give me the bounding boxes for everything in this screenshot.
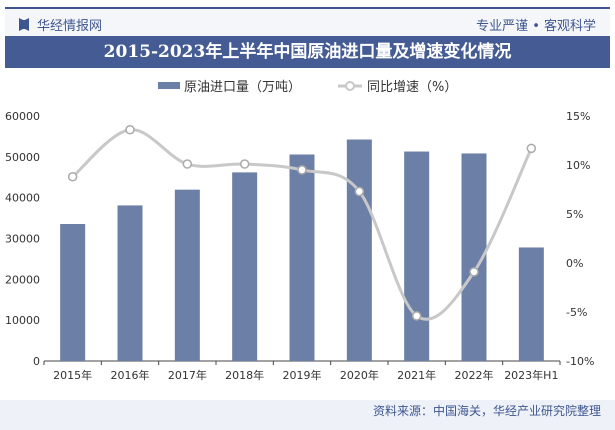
brand-name: 华经情报网 xyxy=(37,19,103,34)
growth-point-1 xyxy=(125,124,135,135)
growth-point-0 xyxy=(67,172,78,182)
growth-point-3 xyxy=(239,159,250,169)
source-note: 资料来源：中国海关，华经产业研究院整理 xyxy=(0,400,615,430)
left-tick-label: 20000 xyxy=(5,273,40,286)
bar-1 xyxy=(117,205,143,361)
left-tick-label: 60000 xyxy=(5,110,40,123)
left-tick-label: 10000 xyxy=(5,314,40,327)
bar-4 xyxy=(289,154,315,361)
x-tick-label: 2021年 xyxy=(397,368,436,382)
bar-5 xyxy=(346,139,372,361)
legend-bar-label: 原油进口量（万吨） xyxy=(184,80,301,95)
x-tick-label: 2017年 xyxy=(168,368,207,382)
brand-logo: 华经情报网 xyxy=(19,15,102,34)
right-tick-label: 5% xyxy=(566,208,583,221)
left-tick-label: 40000 xyxy=(5,192,40,205)
left-tick-label: 30000 xyxy=(5,233,40,246)
x-tick-label: 2015年 xyxy=(53,368,92,382)
x-tick-label: 2016年 xyxy=(111,368,150,382)
chart-title: 2015-2023年上半年中国原油进口量及增速变化情况 xyxy=(5,36,610,68)
left-tick-label: 50000 xyxy=(5,151,40,164)
legend-line-marker xyxy=(345,81,355,91)
slogan: 专业严谨 • 客观科学 xyxy=(476,19,596,34)
top-rule xyxy=(5,7,610,9)
bar-8 xyxy=(518,247,544,361)
growth-point-5 xyxy=(354,186,365,197)
bar-6 xyxy=(404,151,430,361)
right-tick-label: 0% xyxy=(566,257,583,270)
x-tick-label: 2023年H1 xyxy=(504,368,558,382)
x-tick-label: 2022年 xyxy=(455,368,494,382)
left-tick-label: 0 xyxy=(33,355,40,368)
right-tick-label: -5% xyxy=(566,306,587,319)
x-tick-label: 2020年 xyxy=(340,368,379,382)
growth-point-6 xyxy=(411,311,422,321)
bar-3 xyxy=(232,172,258,361)
chart: 原油进口量（万吨） 同比增速（%） 0 10000 20000 30000 40000 500… xyxy=(5,80,594,382)
growth-point-8 xyxy=(526,143,537,154)
x-tick-label: 2019年 xyxy=(283,368,322,382)
growth-point-2 xyxy=(182,159,193,169)
x-tick-label: 2018年 xyxy=(225,368,264,382)
legend-bar-swatch xyxy=(158,82,180,89)
right-tick-label: 15% xyxy=(566,110,590,123)
bar-0 xyxy=(60,224,86,361)
growth-point-4 xyxy=(297,165,307,175)
header-bar: 华经情报网 专业严谨 • 客观科学 xyxy=(5,9,610,36)
bar-2 xyxy=(174,189,200,361)
right-tick-label: 10% xyxy=(566,159,590,172)
logo-icon xyxy=(19,18,29,31)
growth-point-7 xyxy=(469,267,479,277)
growth-line xyxy=(71,128,533,321)
right-tick-label: -10% xyxy=(566,355,594,368)
legend-line-label: 同比增速（%） xyxy=(367,80,457,95)
